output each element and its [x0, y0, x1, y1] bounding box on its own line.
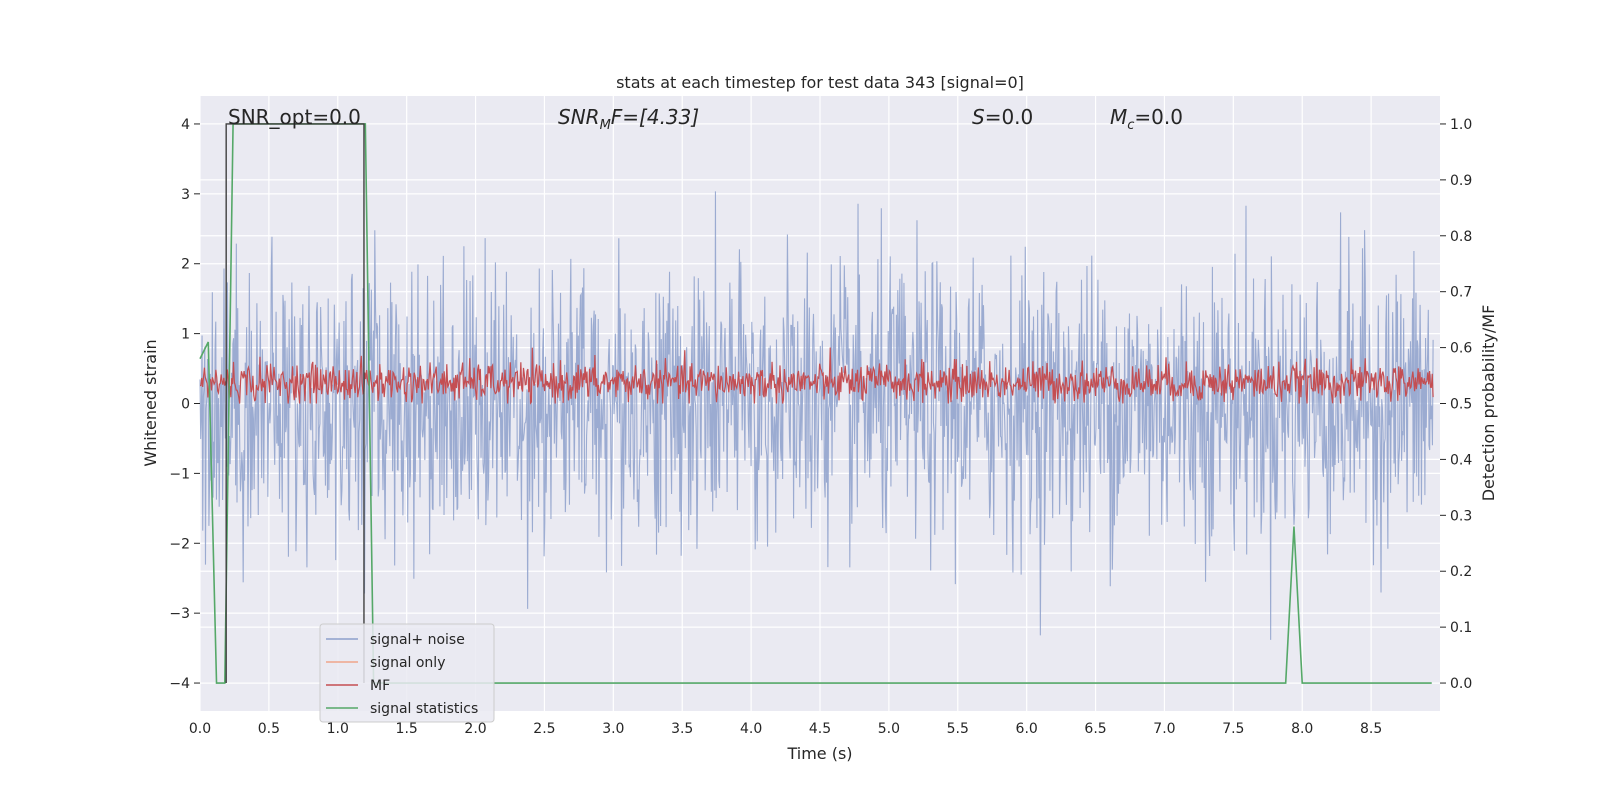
y-axis-left-ticks: 4 3 2 1 0 −1 −2 −3 −4	[169, 117, 200, 692]
y-tick-left-label: −4	[169, 676, 190, 692]
y-tick-right-label: 0.1	[1450, 620, 1472, 636]
x-tick-label: 0.0	[189, 721, 211, 737]
x-tick-label: 5.0	[878, 721, 900, 737]
annotation-mc: Mc=0.0	[1110, 105, 1183, 133]
s-label: S	[972, 105, 985, 129]
s-rest: =0.0	[985, 105, 1034, 129]
y-tick-right-label: 0.9	[1450, 173, 1472, 189]
y-tick-right-label: 0.2	[1450, 564, 1472, 580]
y-tick-right-label: 0.5	[1450, 397, 1472, 413]
x-tick-label: 3.0	[602, 721, 624, 737]
mc-label: M	[1110, 105, 1127, 129]
x-tick-label: 3.5	[671, 721, 693, 737]
y-axis-left-label: Whitened strain	[141, 339, 160, 466]
x-axis-label: Time (s)	[786, 744, 852, 763]
y-tick-left-label: 4	[181, 117, 190, 133]
y-tick-left-label: −2	[169, 536, 190, 552]
mc-rest: =0.0	[1134, 105, 1183, 129]
annotation-s: S=0.0	[972, 105, 1033, 129]
legend: signal+ noise signal only MF signal stat…	[319, 623, 495, 723]
y-tick-left-label: 1	[181, 327, 190, 343]
annotation-snr-opt: SNR_opt=0.0	[228, 105, 361, 129]
x-tick-label: 6.5	[1084, 721, 1106, 737]
x-tick-label: 7.0	[1153, 721, 1175, 737]
legend-label-mf: MF	[370, 678, 390, 694]
mf-series	[199, 347, 1434, 405]
x-tick-label: 0.5	[258, 721, 280, 737]
x-tick-label: 8.5	[1360, 721, 1382, 737]
legend-label-signal-only: signal only	[370, 655, 445, 671]
y-tick-right-label: 1.0	[1450, 117, 1472, 133]
x-tick-label: 5.5	[947, 721, 969, 737]
x-tick-label: 2.5	[533, 721, 555, 737]
legend-box	[319, 623, 495, 723]
signal-statistics-series	[199, 123, 1432, 684]
x-tick-label: 1.0	[327, 721, 349, 737]
snr-mf-sub: M	[600, 118, 611, 133]
x-tick-label: 8.0	[1291, 721, 1313, 737]
snr-mf-base: SNR	[558, 105, 600, 129]
snr-mf-rest: F=[4.33]	[611, 105, 699, 129]
y-tick-right-label: 0.4	[1450, 452, 1472, 468]
y-tick-left-label: 2	[181, 257, 190, 273]
x-tick-label: 7.5	[1222, 721, 1244, 737]
x-tick-label: 2.0	[464, 721, 486, 737]
y-axis-right-ticks: 1.0 0.9 0.8 0.7 0.6 0.5 0.4 0.3 0.2 0.1 0.0	[1440, 117, 1472, 692]
detection-marker-line	[225, 123, 365, 684]
x-tick-label: 4.0	[740, 721, 762, 737]
x-tick-label: 1.5	[396, 721, 418, 737]
y-tick-right-label: 0.6	[1450, 341, 1472, 357]
mc-sub: c	[1127, 118, 1134, 133]
legend-label-signal-statistics: signal statistics	[370, 701, 478, 717]
y-tick-right-label: 0.0	[1450, 676, 1472, 692]
x-tick-label: 6.0	[1016, 721, 1038, 737]
y-tick-right-label: 0.8	[1450, 229, 1472, 245]
x-tick-label: 4.5	[809, 721, 831, 737]
y-tick-left-label: 0	[181, 397, 190, 413]
y-tick-left-label: 3	[181, 187, 190, 203]
legend-label-signal-noise: signal+ noise	[370, 632, 465, 648]
y-tick-left-label: −1	[169, 466, 190, 482]
mf-line	[199, 347, 1434, 405]
y-tick-right-label: 0.7	[1450, 285, 1472, 301]
y-tick-left-label: −3	[169, 606, 190, 622]
x-axis-ticks: 0.0 0.5 1.0 1.5 2.0 2.5 3.0 3.5 4.0 4.5 5.0 5.5 6.0 6…	[189, 721, 1382, 737]
chart-title: stats at each timestep for test data 343…	[616, 73, 1024, 92]
y-axis-right-label: Detection probability/MF	[1479, 305, 1498, 502]
y-tick-right-label: 0.3	[1450, 508, 1472, 524]
annotation-snr-mf: SNRMF=[4.33]	[558, 105, 699, 133]
